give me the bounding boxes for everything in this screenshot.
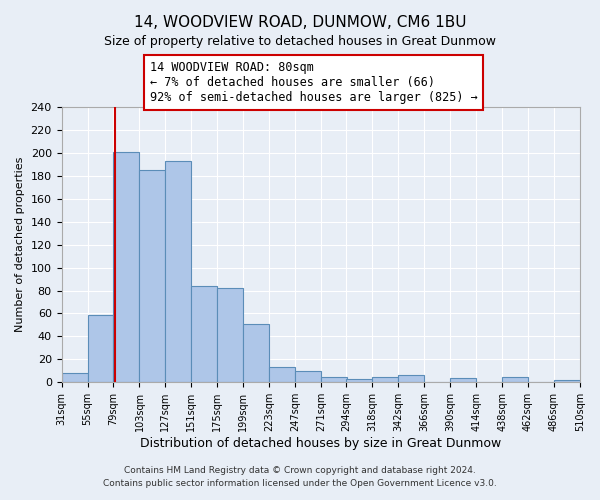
- Text: 14 WOODVIEW ROAD: 80sqm
← 7% of detached houses are smaller (66)
92% of semi-det: 14 WOODVIEW ROAD: 80sqm ← 7% of detached…: [149, 61, 478, 104]
- Bar: [269, 368, 295, 382]
- Text: Contains HM Land Registry data © Crown copyright and database right 2024.
Contai: Contains HM Land Registry data © Crown c…: [103, 466, 497, 487]
- Bar: [244, 324, 269, 382]
- Text: 14, WOODVIEW ROAD, DUNMOW, CM6 1BU: 14, WOODVIEW ROAD, DUNMOW, CM6 1BU: [134, 15, 466, 30]
- X-axis label: Distribution of detached houses by size in Great Dunmow: Distribution of detached houses by size …: [140, 437, 502, 450]
- Bar: [295, 371, 322, 382]
- Text: Size of property relative to detached houses in Great Dunmow: Size of property relative to detached ho…: [104, 35, 496, 48]
- Bar: [450, 378, 476, 382]
- Bar: [554, 380, 580, 382]
- Bar: [372, 376, 398, 382]
- Bar: [166, 161, 191, 382]
- Y-axis label: Number of detached properties: Number of detached properties: [15, 157, 25, 332]
- Bar: [322, 376, 347, 382]
- Bar: [113, 152, 139, 382]
- Bar: [217, 288, 244, 382]
- Bar: [88, 314, 113, 382]
- Bar: [139, 170, 166, 382]
- Bar: [346, 379, 372, 382]
- Bar: [191, 286, 217, 382]
- Bar: [502, 376, 528, 382]
- Bar: [62, 373, 88, 382]
- Bar: [398, 376, 424, 382]
